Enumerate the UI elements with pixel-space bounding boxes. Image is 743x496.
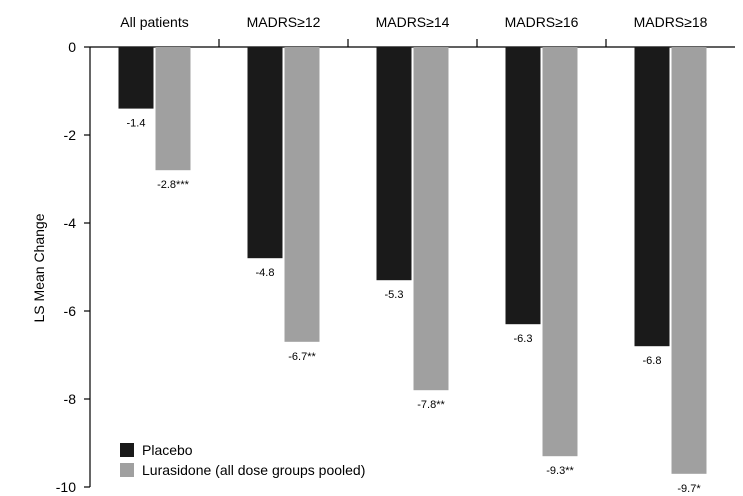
legend-label: Lurasidone (all dose groups pooled) [142,462,365,478]
legend: Placebo Lurasidone (all dose groups poole… [120,442,365,478]
bar [505,47,541,325]
bars [118,47,707,474]
data-label: -9.7* [677,483,701,495]
axes: 0 -2 -4 -6 -8 -10 All patients MADRS≥12 MADRS≥14… [56,14,735,495]
category-label: MADRS≥14 [376,14,450,30]
bar [247,47,283,259]
data-label: -4.8 [256,267,275,279]
y-tick-label: -6 [64,303,77,319]
bar [634,47,670,347]
y-tick-label: -10 [56,479,76,495]
y-axis-title: LS Mean Change [31,213,47,322]
category-label: MADRS≥16 [505,14,579,30]
data-label: -6.8 [643,355,662,367]
data-label: -1.4 [127,118,146,130]
data-label: -6.3 [514,333,533,345]
bar [542,47,578,457]
legend-label: Placebo [142,442,193,458]
category-label: MADRS≥18 [634,14,708,30]
y-tick-label: -4 [64,215,77,231]
legend-swatch [120,463,134,477]
y-tick-label: 0 [68,39,76,55]
bar [155,47,191,171]
data-labels: -1.4 -2.8*** -4.8 -6.7** -5.3 -7.8** -6.3 -9.3*… [127,118,702,495]
data-label: -7.8** [417,399,445,411]
category-label: All patients [120,14,188,30]
y-tick-label: -8 [64,391,77,407]
bar [671,47,707,474]
y-tick-label: -2 [64,127,77,143]
legend-swatch [120,443,134,457]
data-label: -5.3 [385,289,404,301]
data-label: -6.7** [288,351,316,363]
data-label: -2.8*** [157,179,190,191]
bar [118,47,154,109]
bar [284,47,320,342]
category-label: MADRS≥12 [247,14,321,30]
bar [376,47,412,281]
bar [413,47,449,391]
data-label: -9.3** [546,465,574,477]
